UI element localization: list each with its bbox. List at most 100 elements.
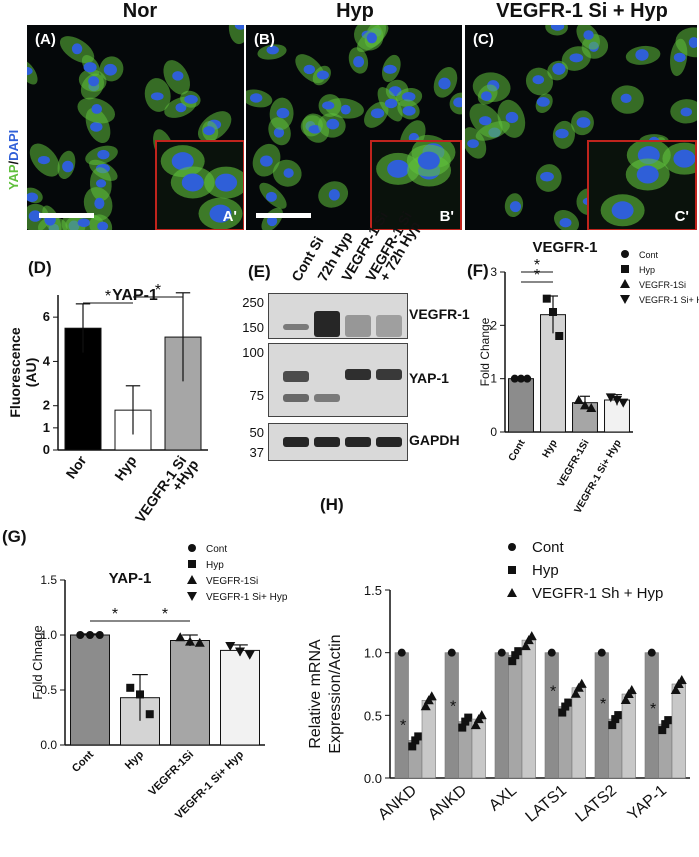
data-point [508,657,517,666]
significance-star: * [550,684,556,701]
cell-nucleus [97,221,109,230]
panel-label: (F) [467,261,489,280]
legend-marker [507,588,517,597]
legend-label: VEGFR-1Si [639,280,686,290]
data-point [620,695,631,705]
data-point [426,691,437,701]
cell-nucleus [28,210,42,222]
cell-nucleus [353,56,365,68]
cell-nucleus [95,179,107,188]
data-point [244,650,255,660]
data-point [458,723,467,732]
legend-marker [187,575,197,584]
legend-label: VEGFR-1 Sh + Hyp [532,585,663,602]
data-point [517,374,525,383]
legend-marker [187,592,197,601]
legend-label: Cont [206,544,227,555]
cell-nucleus [417,151,440,170]
cell-nucleus [273,127,285,138]
cell-nucleus [481,91,492,102]
cell-nucleus [509,201,522,213]
data-point [194,637,205,647]
legend-marker [188,560,196,568]
cell-nucleus [322,101,335,110]
data-point [225,642,236,651]
data-point [420,701,431,711]
x-tick-label: LATS1 [523,782,571,826]
legend-label: Cont [639,250,659,260]
cell-nucleus [402,105,416,116]
y-tick-label: 2 [490,318,497,332]
y-tick-label: 0.5 [364,708,382,723]
blot-band [345,314,371,337]
y-axis-label: Fluorescence [7,327,23,417]
data-point [408,742,417,751]
bar [394,652,409,779]
data-point [542,294,551,303]
stain-label: YAP/DAPI [6,70,24,190]
y-tick-label: 1.0 [364,646,382,661]
data-point [626,685,637,695]
x-tick-label: Cont [70,748,96,774]
cell-nucleus [505,111,519,124]
bar [70,634,110,746]
data-point [76,631,85,639]
data-point [447,648,456,657]
y-tick-label: 0.0 [40,738,57,752]
bar [421,699,436,779]
data-point [608,721,617,730]
cell-nucleus [203,126,215,136]
x-tick-label: VEGFR-1Si [147,749,197,799]
y-tick-label: 1 [43,420,50,435]
significance-star: * [112,606,118,623]
cell-nucleus [88,76,100,87]
data-point [175,632,186,642]
bar [220,649,260,746]
legend-marker [508,543,516,551]
panel-label: (G) [2,527,27,546]
legend-label: VEGFR-1 Si+ Hyp [639,295,699,305]
chart-h: (H) 0.0 0.5 1.0 1.5 Relative mRNA Expression/A… [307,495,690,826]
y-axis-label: Relative mRNA [307,639,324,749]
panel-c-label: (C) [473,31,494,48]
cell-nucleus [467,139,479,148]
data-point [605,393,616,403]
bar [544,652,559,779]
cell-nucleus [27,192,39,203]
significance-star: * [600,696,606,713]
significance-star: * [155,282,161,299]
dapi-stain-label: DAPI [6,129,21,161]
data-point [414,732,423,741]
data-point [664,716,673,725]
cell-nucleus [438,77,451,90]
blot-membrane [268,343,408,417]
panel-e-label: (E) [248,262,271,281]
data-point [576,678,587,688]
data-point [573,395,584,404]
molecular-weight-marker: 250 [242,295,264,310]
data-point [136,690,144,699]
cell-nucleus [77,218,91,228]
scale-bar [256,213,311,218]
cell-nucleus [328,189,340,201]
data-point [570,688,581,698]
molecular-weight-marker: 75 [249,387,264,403]
bar [170,640,210,746]
inset-a-label: A' [222,208,237,225]
cell-nucleus [326,118,340,130]
data-point [661,720,670,729]
data-point [126,683,135,692]
cell-nucleus [308,124,322,134]
data-point [497,648,506,657]
chart-title: YAP-1 [112,287,158,304]
bar [494,652,509,779]
panel-label: (H) [320,495,344,514]
cell-nucleus [181,173,204,192]
bar [621,693,636,779]
cell-nucleus [479,116,492,126]
data-point [520,641,531,651]
cell-nucleus [27,66,33,76]
